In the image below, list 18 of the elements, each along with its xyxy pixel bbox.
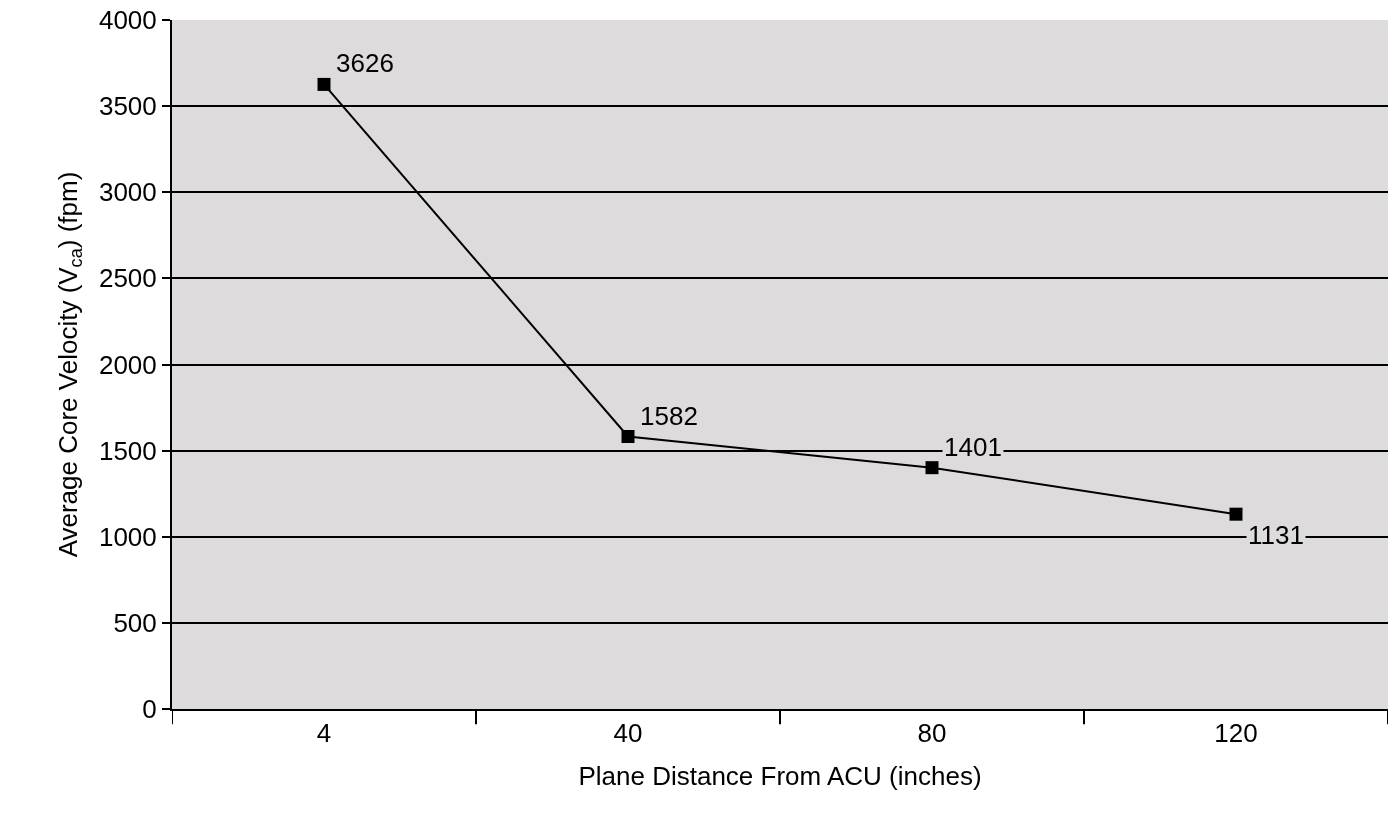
data-label: 1582 <box>640 401 698 431</box>
y-tick-label: 2500 <box>98 263 157 294</box>
x-tick-label: 4 <box>316 718 332 749</box>
y-tick-label: 1500 <box>98 435 157 466</box>
y-tick-label: 2000 <box>98 349 157 380</box>
y-tick-label: 500 <box>113 607 157 638</box>
y-tick-label: 3500 <box>98 91 157 122</box>
data-label: 1401 <box>944 432 1002 462</box>
y-tick-label: 4000 <box>98 5 157 36</box>
y-tick-label: 0 <box>142 694 157 725</box>
y-tick-label: 1000 <box>98 521 157 552</box>
x-tick-label: 120 <box>1214 718 1258 749</box>
y-tick-label: 3000 <box>98 177 157 208</box>
data-label: 1131 <box>1248 520 1304 550</box>
x-tick-label: 40 <box>613 718 643 749</box>
x-tick-label: 80 <box>917 718 947 749</box>
data-label: 3626 <box>336 48 394 78</box>
x-axis-title: Plane Distance From ACU (inches) <box>578 761 982 792</box>
